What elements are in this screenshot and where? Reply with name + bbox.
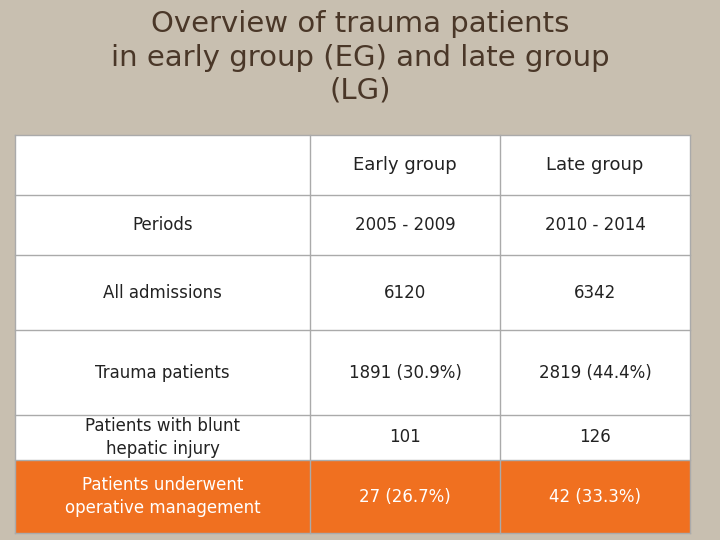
Bar [15,135,690,533]
Text: Overview of trauma patients
in early group (EG) and late group
(LG): Overview of trauma patients in early gro… [111,10,609,105]
Text: 6342: 6342 [574,284,616,301]
Text: Late group: Late group [546,156,644,174]
Text: Early group: Early group [353,156,457,174]
Text: 2005 - 2009: 2005 - 2009 [355,216,455,234]
Text: Patients underwent
operative management: Patients underwent operative management [65,476,261,517]
Text: Patients with blunt
hepatic injury: Patients with blunt hepatic injury [85,417,240,457]
Text: 126: 126 [579,429,611,447]
Text: Trauma patients: Trauma patients [95,363,230,381]
Text: Periods: Periods [132,216,193,234]
Bar [500,460,690,533]
Text: All admissions: All admissions [103,284,222,301]
Text: 27 (26.7%): 27 (26.7%) [359,488,451,505]
Text: 42 (33.3%): 42 (33.3%) [549,488,641,505]
Text: 2010 - 2014: 2010 - 2014 [544,216,645,234]
Text: 1891 (30.9%): 1891 (30.9%) [348,363,462,381]
Bar [310,460,500,533]
Text: 101: 101 [389,429,421,447]
Bar [15,460,310,533]
Text: 6120: 6120 [384,284,426,301]
Text: 2819 (44.4%): 2819 (44.4%) [539,363,652,381]
